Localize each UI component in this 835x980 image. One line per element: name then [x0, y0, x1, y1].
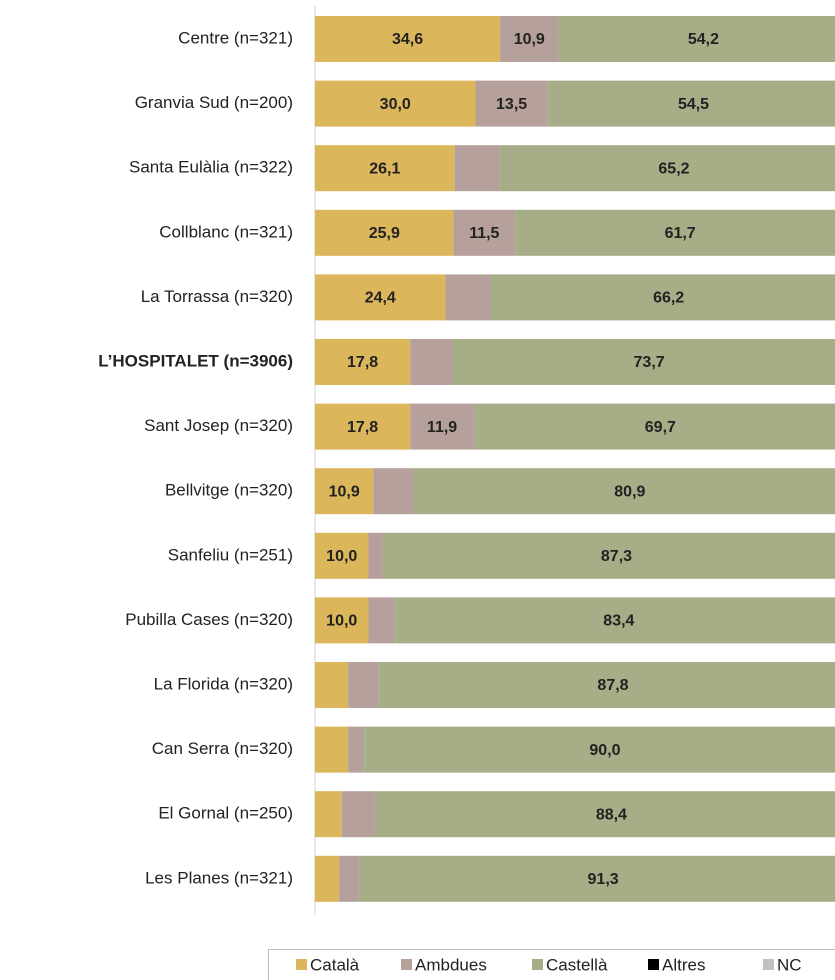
bar-segment [348, 726, 365, 773]
bar-segment [315, 209, 454, 256]
bar-segment [315, 662, 349, 708]
value-label: 54,2 [688, 31, 719, 48]
bar-segment [395, 597, 835, 644]
value-label: 10,0 [326, 548, 357, 565]
legend-swatch [296, 959, 307, 970]
bar-segment [373, 468, 414, 515]
value-label: 10,9 [329, 483, 360, 500]
y-tick-label: Santa Eulàlia (n=322) [129, 158, 293, 177]
value-label: 69,7 [645, 419, 676, 436]
bar-segment [454, 145, 500, 192]
bar-segment [413, 468, 835, 515]
legend-label: Altres [662, 955, 705, 974]
y-tick-label: Can Serra (n=320) [152, 739, 293, 758]
value-label: 90,0 [589, 742, 620, 759]
bar-segment [378, 662, 835, 708]
bar-segment [348, 662, 379, 708]
value-label: 26,1 [369, 160, 400, 177]
legend-label: Ambdues [415, 955, 487, 974]
value-label: 61,7 [665, 225, 696, 242]
bar-segment [451, 339, 835, 385]
y-tick-label: Sant Josep (n=320) [144, 416, 293, 435]
value-label: 91,3 [588, 871, 619, 888]
bar-segment [364, 726, 835, 773]
y-tick-label: Pubilla Cases (n=320) [125, 610, 293, 629]
y-tick-label: La Florida (n=320) [154, 674, 293, 693]
legend-label: Català [310, 955, 360, 974]
bar-segment [445, 274, 492, 321]
bar-segment [499, 145, 835, 192]
legend-label: NC [777, 955, 802, 974]
value-label: 87,3 [601, 548, 632, 565]
bar-segment [515, 209, 835, 256]
y-tick-label: Sanfeliu (n=251) [168, 545, 293, 564]
bar-segment [315, 403, 411, 450]
value-label: 66,2 [653, 290, 684, 307]
value-label: 65,2 [658, 160, 689, 177]
value-label: 17,8 [347, 354, 378, 371]
bar-segment [315, 726, 349, 773]
bar-segment [358, 855, 835, 902]
bar-segment [500, 16, 559, 62]
bar-segment [315, 468, 374, 515]
value-label: 10,0 [326, 613, 357, 630]
bar-segment [491, 274, 835, 321]
y-tick-label: L’HOSPITALET (n=3906) [98, 351, 293, 370]
bar-segment [547, 80, 835, 127]
value-label: 34,6 [392, 31, 423, 48]
value-label: 54,5 [678, 96, 709, 113]
y-tick-label: Bellvitge (n=320) [165, 481, 293, 500]
legend-swatch [401, 959, 412, 970]
bar-segment [315, 791, 342, 838]
y-tick-label: Centre (n=321) [178, 28, 293, 47]
bar-segment [315, 339, 411, 385]
bar-segment [453, 209, 516, 256]
bar-segment [315, 274, 446, 321]
y-tick-label: La Torrassa (n=320) [141, 287, 293, 306]
legend-box [268, 949, 835, 980]
value-label: 30,0 [380, 96, 411, 113]
value-label: 17,8 [347, 419, 378, 436]
value-label: 88,4 [596, 806, 627, 823]
value-label: 80,9 [614, 483, 645, 500]
value-label: 25,9 [369, 225, 400, 242]
y-tick-label: Les Planes (n=321) [145, 868, 293, 887]
value-label: 11,9 [427, 419, 457, 436]
legend-swatch [763, 959, 774, 970]
bar-segment [410, 339, 452, 385]
bar-segment [339, 855, 359, 902]
y-tick-label: El Gornal (n=250) [158, 804, 293, 823]
value-label: 24,4 [365, 290, 396, 307]
bar-segment [315, 145, 455, 192]
y-tick-label: Granvia Sud (n=200) [135, 93, 293, 112]
bar-segment [558, 16, 835, 62]
bar-segment [315, 597, 369, 644]
bar-segment [368, 532, 383, 579]
bar-segment [315, 80, 476, 127]
bar-segment [315, 855, 340, 902]
bar-segment [410, 403, 474, 450]
y-tick-label: Collblanc (n=321) [159, 222, 293, 241]
legend-label: Castellà [546, 955, 608, 974]
bar-segment [475, 80, 548, 127]
legend-swatch [648, 959, 659, 970]
bar-segment [382, 532, 835, 579]
bar-segment [368, 597, 396, 644]
legend-swatch [532, 959, 543, 970]
bar-segment [341, 791, 375, 838]
bar-segment [374, 791, 835, 838]
bar-segment [473, 403, 835, 450]
value-label: 73,7 [634, 354, 665, 371]
value-label: 87,8 [597, 677, 628, 694]
value-label: 11,5 [469, 225, 499, 242]
value-label: 10,9 [514, 31, 545, 48]
value-label: 13,5 [496, 96, 527, 113]
bar-segment [315, 16, 501, 62]
value-label: 83,4 [603, 613, 634, 630]
bar-segment [315, 532, 369, 579]
